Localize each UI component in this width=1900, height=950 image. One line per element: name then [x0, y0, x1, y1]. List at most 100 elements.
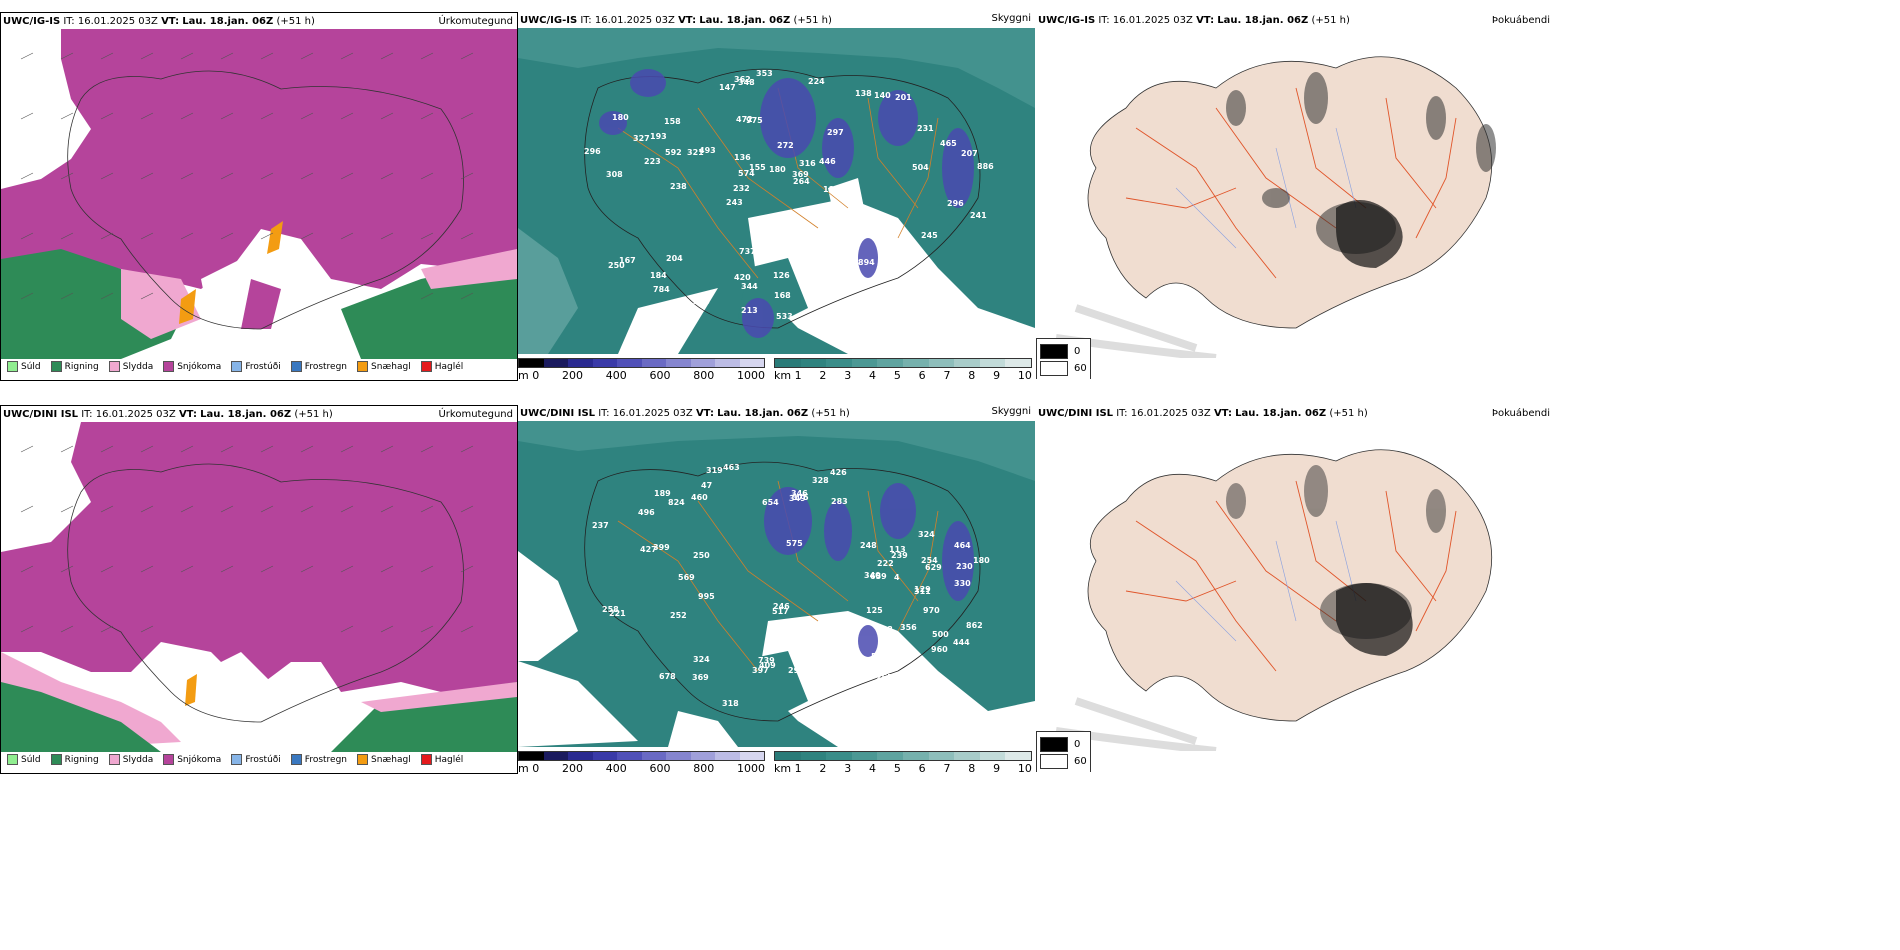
colorbar-tick: 3 — [844, 762, 852, 772]
visibility-value-label: 158 — [664, 117, 681, 126]
colorbar-cell — [519, 752, 544, 760]
colorbar-cell — [690, 359, 715, 367]
visibility-value-label: 995 — [698, 592, 715, 601]
precip-legend: Súld Rigning Slydda Snjókoma Frostúði Fr… — [7, 361, 463, 372]
colorbar-cell — [979, 359, 1006, 367]
visibility-value-label: 886 — [977, 162, 994, 171]
precip-legend: Súld Rigning Slydda Snjókoma Frostúði Fr… — [7, 754, 463, 765]
visibility-value-label: 509 — [871, 652, 888, 661]
visibility-value-label: 204 — [757, 238, 774, 247]
colorbar-cell — [519, 359, 544, 367]
visibility-panel-bottom: UWC/DINI ISL IT: 16.01.2025 03Z VT: Lau.… — [518, 405, 1035, 772]
height-colorbar: m 0 200 400 600 800 1000 — [518, 751, 765, 772]
colorbar-tick: 2 — [819, 762, 827, 772]
visibility-value-label: 241 — [970, 211, 987, 220]
colorbar-cell — [543, 752, 568, 760]
height-colorbar: m 0 200 400 600 800 1000 — [518, 358, 765, 379]
visibility-value-label: 862 — [966, 621, 983, 630]
legend-item: Frostúði — [231, 361, 281, 372]
visibility-value-label: 204 — [666, 254, 683, 263]
visibility-value-labels: 30 464 575 47 254 369 399 230 237 129 496 460 409 629… — [518, 421, 1035, 747]
legend-item: Rigning — [50, 361, 99, 372]
visibility-value-label: 947 — [835, 701, 852, 710]
legend-item: Súld — [7, 754, 41, 765]
visibility-value-label: 349 — [789, 494, 806, 503]
visibility-value-label: 246 — [773, 602, 790, 611]
fog-panel-top: UWC/IG-IS IT: 16.01.2025 03Z VT: Lau. 18… — [1036, 12, 1554, 379]
colorbar-cell — [1005, 752, 1031, 760]
colorbar-cell — [666, 752, 691, 760]
legend-item: 60 — [1040, 754, 1087, 769]
legend-item: Slydda — [108, 361, 153, 372]
visibility-value-label: 348 — [738, 78, 755, 87]
colorbar-cell — [800, 752, 827, 760]
visibility-value-label: 369 — [692, 673, 709, 682]
visibility-value-label: 319 — [706, 466, 723, 475]
legend-item: Snjókoma — [163, 754, 221, 765]
visibility-value-label: 427 — [640, 545, 657, 554]
visibility-value-label: 369 — [792, 170, 809, 179]
visibility-value-label: 297 — [827, 128, 844, 137]
legend-item: 0 — [1040, 344, 1087, 359]
visibility-value-label: 205 — [873, 293, 890, 302]
colorbar-tick: 200 — [561, 369, 583, 379]
colorbar-cell — [954, 359, 980, 367]
panel-header: UWC/DINI ISL IT: 16.01.2025 03Z VT: Lau.… — [1038, 408, 1368, 419]
visibility-value-label: 239 — [891, 551, 908, 560]
legend-item: Snæhagl — [357, 361, 411, 372]
visibility-value-label: 221 — [609, 609, 626, 618]
visibility-value-label: 324 — [918, 530, 935, 539]
legend-item: Frostregn — [290, 754, 347, 765]
visibility-value-label: 737 — [739, 247, 756, 256]
fog-map — [1036, 421, 1554, 751]
visibility-value-label: 237 — [592, 521, 609, 530]
visibility-value-label: 517 — [772, 607, 789, 616]
colorbar-tick: 400 — [605, 762, 627, 772]
visibility-value-label: 629 — [925, 563, 942, 572]
visibility-value-label: 463 — [723, 463, 740, 472]
visibility-value-label: 180 — [769, 165, 786, 174]
visibility-value-label: 346 — [791, 489, 808, 498]
visibility-value-label: 265 — [876, 673, 893, 682]
panel-title: Þokuábendi — [1491, 15, 1550, 26]
visibility-map — [518, 28, 1035, 354]
visibility-panel-top: UWC/IG-IS IT: 16.01.2025 03Z VT: Lau. 18… — [518, 12, 1035, 379]
visibility-value-label: 340 — [864, 571, 881, 580]
visibility-value-label: 185 — [823, 185, 840, 194]
visibility-value-label: 316 — [799, 159, 816, 168]
visibility-value-label: 533 — [776, 312, 793, 321]
visibility-value-label: 465 — [940, 139, 957, 148]
colorbar-tick: 10 — [1017, 369, 1032, 379]
legend-item: Snjókoma — [163, 361, 221, 372]
visibility-value-label: 296 — [584, 147, 601, 156]
legend-item: Haglél — [420, 361, 463, 372]
colorbar-tick: 800 — [693, 762, 715, 772]
visibility-value-label: 167 — [619, 256, 636, 265]
visibility-value-label: 654 — [762, 498, 779, 507]
colorbar-cell — [592, 752, 617, 760]
visibility-value-label: 201 — [895, 93, 912, 102]
legend-item: Slydda — [108, 754, 153, 765]
visibility-value-label: 189 — [654, 489, 671, 498]
visibility-value-label: 330 — [954, 579, 971, 588]
visibility-value-label: 739 — [758, 656, 775, 665]
visibility-value-label: 125 — [866, 606, 883, 615]
panel-header: UWC/IG-IS IT: 16.01.2025 03Z VT: Lau. 18… — [3, 16, 315, 27]
visibility-value-label: 493 — [699, 146, 716, 155]
visibility-value-label: 254 — [921, 556, 938, 565]
visibility-value-label: 47 — [701, 481, 713, 490]
colorbar-tick: 1000 — [736, 762, 765, 772]
colorbar-tick: 9 — [993, 762, 1001, 772]
legend-item: Frostregn — [290, 361, 347, 372]
colorbar-tick: 6 — [918, 369, 926, 379]
visibility-value-label: 678 — [659, 672, 676, 681]
fog-map — [1036, 28, 1554, 358]
visibility-map — [518, 421, 1035, 747]
colorbar-cell — [979, 752, 1006, 760]
visibility-value-label: 659 — [870, 572, 887, 581]
colorbar-cell — [715, 752, 740, 760]
visibility-colorbar: km 1 2 3 4 5 6 7 8 9 10 — [774, 751, 1032, 772]
colorbar-tick: 6 — [918, 762, 926, 772]
legend-item: Haglél — [420, 754, 463, 765]
visibility-value-label: 444 — [953, 638, 970, 647]
